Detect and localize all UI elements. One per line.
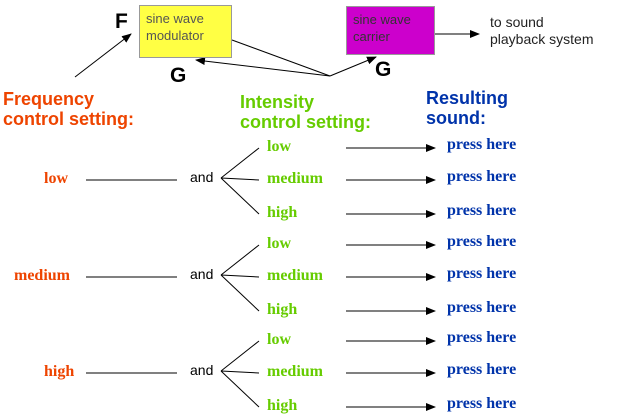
intensity-setting-medium: medium: [267, 267, 323, 284]
press-here-link[interactable]: press here: [447, 395, 517, 412]
intensity-setting-medium: medium: [267, 170, 323, 187]
output-label-line-1: to sound: [490, 14, 544, 30]
branch-line: [220, 370, 260, 408]
press-here-link[interactable]: press here: [447, 168, 517, 185]
frequency-heading-line-1: Frequency: [3, 89, 95, 109]
and-label: and: [190, 362, 214, 378]
carrier-box: sine wave carrier: [346, 6, 435, 55]
intensity-setting-low: low: [267, 331, 291, 348]
branch-line: [220, 244, 260, 276]
intensity-heading: Intensity control setting:: [240, 92, 371, 132]
carrier-label-line-1: sine wave: [353, 12, 411, 27]
intensity-heading-line-1: Intensity: [240, 92, 315, 112]
branch-line: [220, 340, 260, 372]
modulator-link-line: [231, 39, 331, 77]
modulator-label-line-1: sine wave: [146, 11, 204, 26]
press-here-link[interactable]: press here: [447, 329, 517, 346]
press-here-link[interactable]: press here: [447, 265, 517, 282]
frequency-setting-medium: medium: [14, 267, 70, 284]
output-label-line-2: playback system: [490, 31, 594, 47]
intensity-heading-line-2: control setting:: [240, 112, 371, 132]
branch-line: [220, 274, 260, 278]
intensity-setting-low: low: [267, 235, 291, 252]
result-heading-line-2: sound:: [426, 108, 486, 128]
frequency-heading: Frequency control setting:: [3, 89, 134, 129]
intensity-setting-high: high: [267, 204, 298, 221]
and-label: and: [190, 169, 214, 185]
press-here-link[interactable]: press here: [447, 299, 517, 316]
intensity-setting-medium: medium: [267, 363, 323, 380]
modulator-label-line-2: modulator: [146, 28, 204, 43]
carrier-label-line-2: carrier: [353, 29, 390, 44]
branch-line: [220, 274, 260, 312]
intensity-setting-high: high: [267, 397, 298, 414]
press-here-link[interactable]: press here: [447, 233, 517, 250]
intensity-setting-high: high: [267, 301, 298, 318]
and-label: and: [190, 266, 214, 282]
g-label-carrier: G: [375, 58, 392, 81]
branch-line: [220, 177, 260, 215]
press-here-link[interactable]: press here: [447, 202, 517, 219]
frequency-setting-low: low: [44, 170, 68, 187]
output-label: to sound playback system: [490, 14, 593, 48]
modulator-box: sine wave modulator: [139, 5, 232, 58]
result-heading-line-1: Resulting: [426, 88, 509, 108]
press-here-link[interactable]: press here: [447, 361, 517, 378]
press-here-link[interactable]: press here: [447, 136, 517, 153]
intensity-setting-low: low: [267, 138, 291, 155]
frequency-heading-line-2: control setting:: [3, 109, 134, 129]
f-arrow: [74, 33, 132, 78]
feedback-arrow: [195, 57, 331, 77]
f-label: F: [115, 10, 128, 33]
g-label-modulator: G: [170, 64, 187, 87]
branch-line: [220, 147, 260, 179]
branch-line: [220, 370, 260, 374]
branch-line: [220, 177, 260, 181]
result-heading: Resulting sound:: [426, 88, 508, 128]
frequency-setting-high: high: [44, 363, 75, 380]
carrier-arrow: [329, 56, 377, 77]
